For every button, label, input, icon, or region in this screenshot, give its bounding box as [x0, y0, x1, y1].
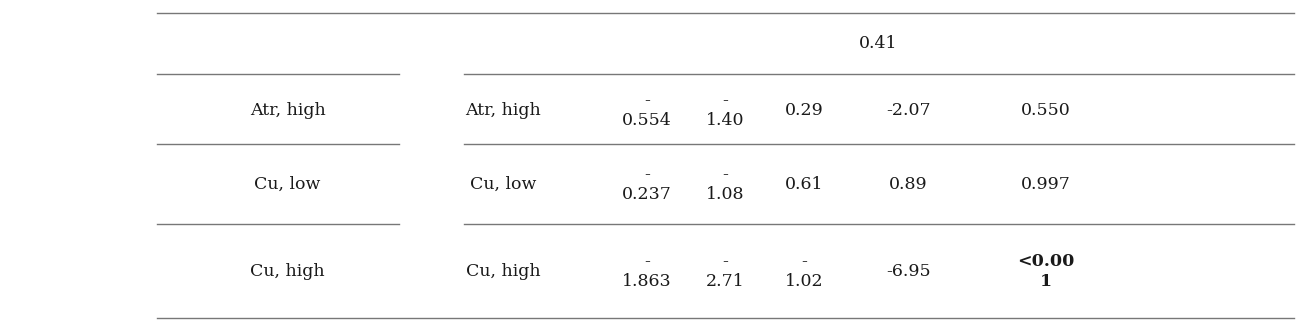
Text: -
1.863: - 1.863 — [622, 253, 672, 290]
Text: 0.89: 0.89 — [889, 176, 928, 193]
Text: Atr, high: Atr, high — [465, 102, 541, 119]
Text: -
1.40: - 1.40 — [706, 92, 745, 129]
Text: 0.997: 0.997 — [1021, 176, 1070, 193]
Text: -2.07: -2.07 — [886, 102, 931, 119]
Text: Cu, high: Cu, high — [250, 263, 325, 280]
Text: 0.61: 0.61 — [784, 176, 823, 193]
Text: -
0.237: - 0.237 — [622, 166, 672, 203]
Text: <0.00
1: <0.00 1 — [1017, 253, 1074, 290]
Text: Atr, high: Atr, high — [250, 102, 325, 119]
Text: -6.95: -6.95 — [886, 263, 931, 280]
Text: -
2.71: - 2.71 — [706, 253, 745, 290]
Text: 0.41: 0.41 — [859, 35, 898, 52]
Text: Cu, high: Cu, high — [465, 263, 541, 280]
Text: -
1.02: - 1.02 — [784, 253, 823, 290]
Text: Cu, low: Cu, low — [255, 176, 320, 193]
Text: -
1.08: - 1.08 — [706, 166, 745, 203]
Text: 0.29: 0.29 — [784, 102, 823, 119]
Text: 0.550: 0.550 — [1021, 102, 1070, 119]
Text: -
0.554: - 0.554 — [622, 92, 672, 129]
Text: Cu, low: Cu, low — [471, 176, 536, 193]
